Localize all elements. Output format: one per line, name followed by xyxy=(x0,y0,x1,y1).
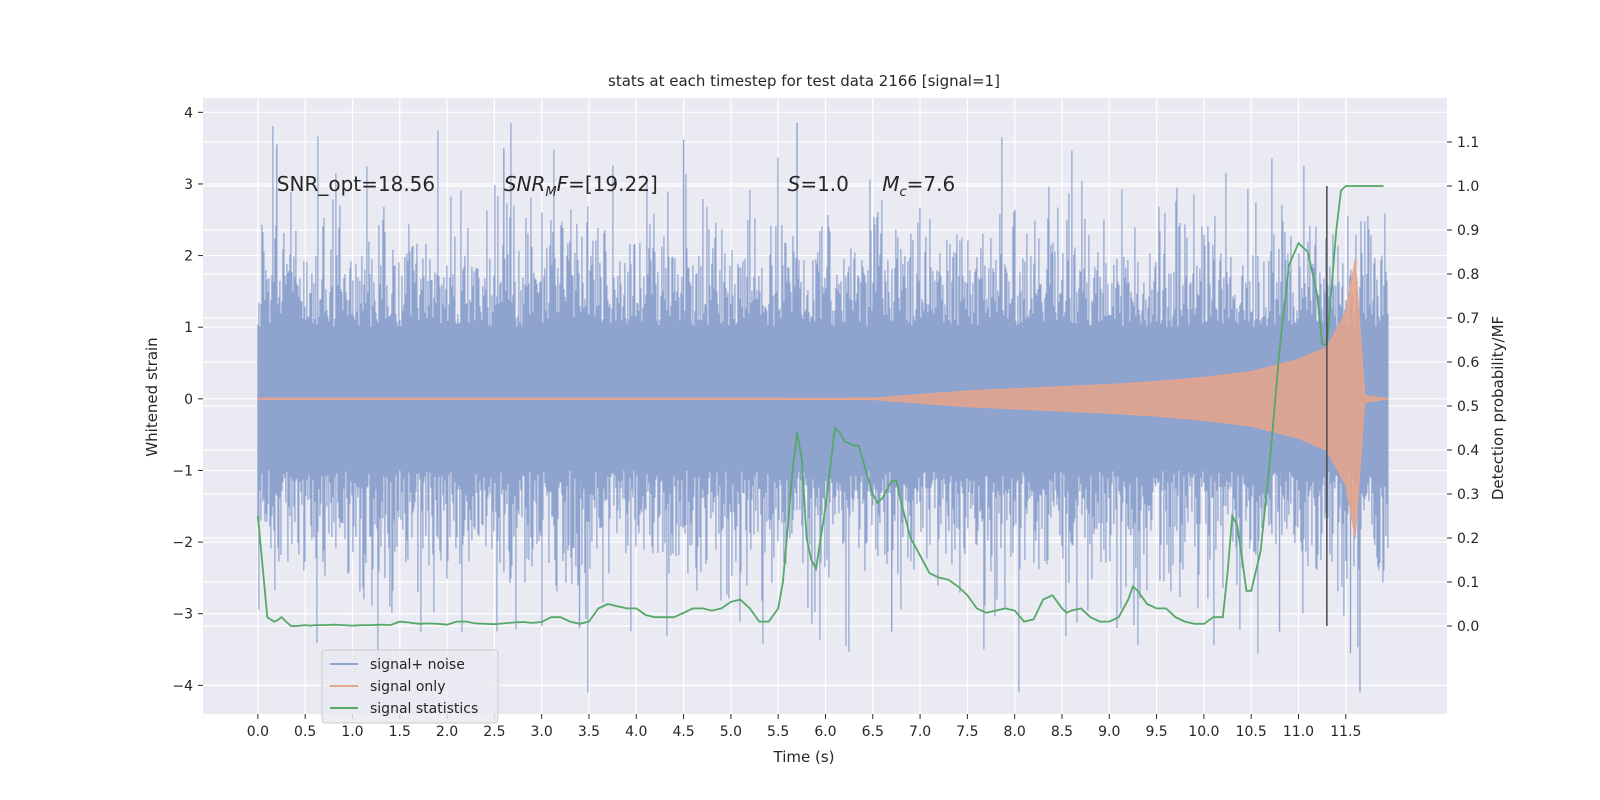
y-right-tick-label: 0.6 xyxy=(1457,355,1479,371)
annotation-snr-opt: SNR_opt=18.56 xyxy=(277,172,435,196)
chart-title: stats at each timestep for test data 216… xyxy=(608,72,1000,90)
y-right-tick-label: 0.5 xyxy=(1457,399,1479,415)
y-tick-label: 4 xyxy=(184,105,193,121)
x-tick-label: 9.5 xyxy=(1145,724,1167,740)
legend-box xyxy=(321,649,499,724)
annotation-mc: Mc=7.6 xyxy=(882,172,955,200)
x-tick-label: 8.0 xyxy=(1004,724,1026,740)
series-signal-statistics xyxy=(257,185,1384,627)
y-right-tick-label: 0.3 xyxy=(1457,487,1479,503)
legend-label: signal only xyxy=(370,679,445,695)
x-tick-label: 3.5 xyxy=(578,724,600,740)
x-tick-label: 11.0 xyxy=(1283,724,1314,740)
chirp-envelope xyxy=(257,259,1389,539)
y-right-tick-label: 1.0 xyxy=(1457,179,1479,195)
y-tick-label: 3 xyxy=(184,177,193,193)
y-tick-label: −2 xyxy=(172,535,193,551)
annotation-s: S=1.0 xyxy=(788,172,849,196)
x-tick-label: 7.0 xyxy=(909,724,931,740)
noise-trace xyxy=(257,123,1389,693)
y-right-tick-label: 0.9 xyxy=(1457,223,1479,239)
series-signal-only xyxy=(257,259,1389,539)
x-tick-label: 4.5 xyxy=(672,724,694,740)
legend-label: signal statistics xyxy=(370,701,478,717)
y-right-tick-label: 0.7 xyxy=(1457,311,1479,327)
x-tick-label: 0.5 xyxy=(294,724,316,740)
y-tick-label: 1 xyxy=(184,320,193,336)
y-right-axis-label: Detection probability/MF xyxy=(1489,316,1507,500)
x-tick-label: 5.5 xyxy=(767,724,789,740)
x-tick-label: 4.0 xyxy=(625,724,647,740)
x-tick-label: 3.0 xyxy=(531,724,553,740)
statistics-line xyxy=(257,185,1384,627)
y-tick-label: 0 xyxy=(184,392,193,408)
annotation-snr-mf: SNRMF=[19.22] xyxy=(504,172,658,200)
y-right-tick-label: 1.1 xyxy=(1457,135,1479,151)
x-tick-label: 7.5 xyxy=(956,724,978,740)
x-tick-label: 2.5 xyxy=(483,724,505,740)
x-tick-label: 9.0 xyxy=(1098,724,1120,740)
y-axis-label: Whitened strain xyxy=(143,337,161,456)
y-tick-label: −4 xyxy=(172,678,193,694)
x-tick-label: 6.0 xyxy=(814,724,836,740)
y-tick-label: −3 xyxy=(172,607,193,623)
x-tick-label: 10.5 xyxy=(1236,724,1267,740)
legend: signal+ noise signal only signal statistic… xyxy=(321,649,499,724)
y-right-tick-label: 0.0 xyxy=(1457,619,1479,635)
x-axis-ticks: 0.0 0.5 1.0 1.5 2.0 2.5 3.0 3.5 4.0 4.5 5.0 5.5 6.0 6… xyxy=(247,714,1361,740)
y-right-tick-label: 0.1 xyxy=(1457,575,1479,591)
y-tick-label: 2 xyxy=(184,249,193,265)
x-axis-label: Time (s) xyxy=(773,748,835,766)
legend-label: signal+ noise xyxy=(370,657,465,673)
annotations: SNR_opt=18.56 SNRMF=[19.22] S=1.0 Mc=7.6 xyxy=(277,172,955,200)
x-tick-label: 10.0 xyxy=(1188,724,1219,740)
x-tick-label: 6.5 xyxy=(862,724,884,740)
y-right-axis-ticks: 1.1 1.0 0.9 0.8 0.7 0.6 0.5 0.4 0.3 0.2 0.1 0.0 xyxy=(1447,135,1479,635)
x-tick-label: 1.0 xyxy=(341,724,363,740)
y-tick-label: −1 xyxy=(172,463,193,479)
y-right-tick-label: 0.2 xyxy=(1457,531,1479,547)
x-tick-label: 0.0 xyxy=(247,724,269,740)
x-tick-label: 5.0 xyxy=(720,724,742,740)
x-tick-label: 1.5 xyxy=(389,724,411,740)
x-tick-label: 2.0 xyxy=(436,724,458,740)
y-right-tick-label: 0.8 xyxy=(1457,267,1479,283)
x-tick-label: 11.5 xyxy=(1330,724,1361,740)
y-right-tick-label: 0.4 xyxy=(1457,443,1479,459)
x-tick-label: 8.5 xyxy=(1051,724,1073,740)
y-axis-ticks: 4 3 2 1 0 −1 −2 −3 −4 xyxy=(172,105,203,694)
